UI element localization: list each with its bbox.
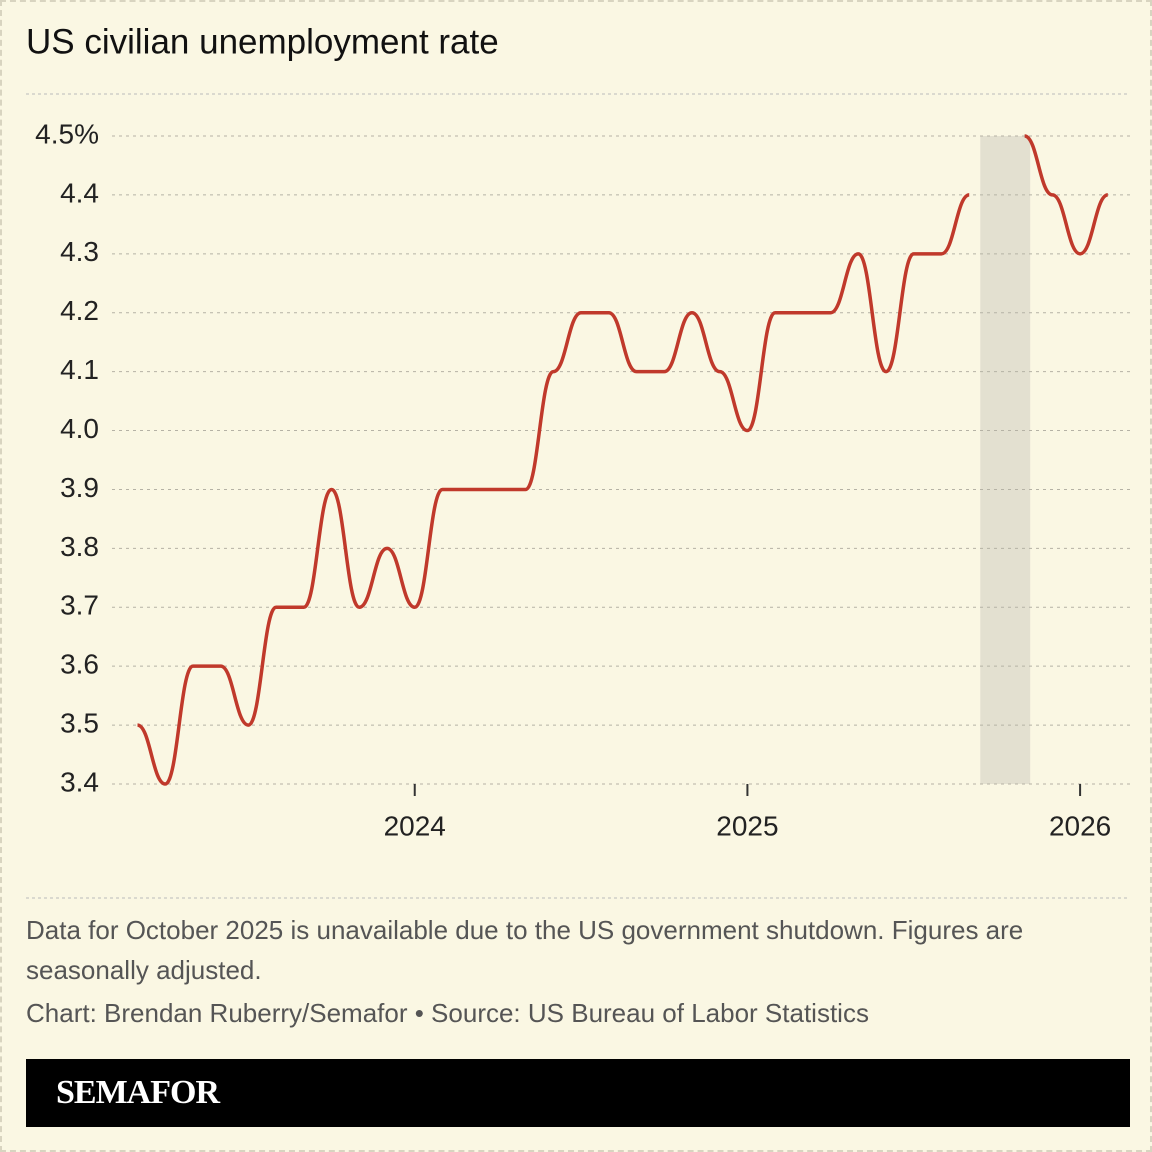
y-tick-label: 3.4 [60,766,99,797]
y-tick-label: 4.0 [60,413,99,444]
y-tick-label: 3.5 [60,707,99,738]
shade-band [980,136,1031,784]
y-tick-label: 3.6 [60,649,99,680]
data-line [1023,134,1109,256]
y-tick-label: 4.3 [60,236,99,267]
data-line [136,193,970,786]
note: Data for October 2025 is unavailable due… [26,915,1024,985]
chart-title: US civilian unemployment rate [26,22,499,61]
x-tick-label: 2024 [384,810,446,841]
y-tick-label: 3.7 [60,590,99,621]
y-tick-label: 4.1 [60,354,99,385]
chart: US civilian unemployment rate 4.5% 4.4 4.3… [26,22,1130,899]
x-tick-label: 2025 [716,810,778,841]
y-tick-label: 3.8 [60,531,99,562]
y-tick-label: 4.4 [60,177,99,208]
brand: SEMAFOR [26,1059,1130,1127]
credit: Chart: Brendan Ruberry/Semafor • Source:… [26,998,869,1028]
y-tick-label: 4.5% [35,118,99,149]
y-tick-label: 3.9 [60,472,99,503]
x-tick-label: 2026 [1049,810,1111,841]
y-tick-label: 4.2 [60,295,99,326]
